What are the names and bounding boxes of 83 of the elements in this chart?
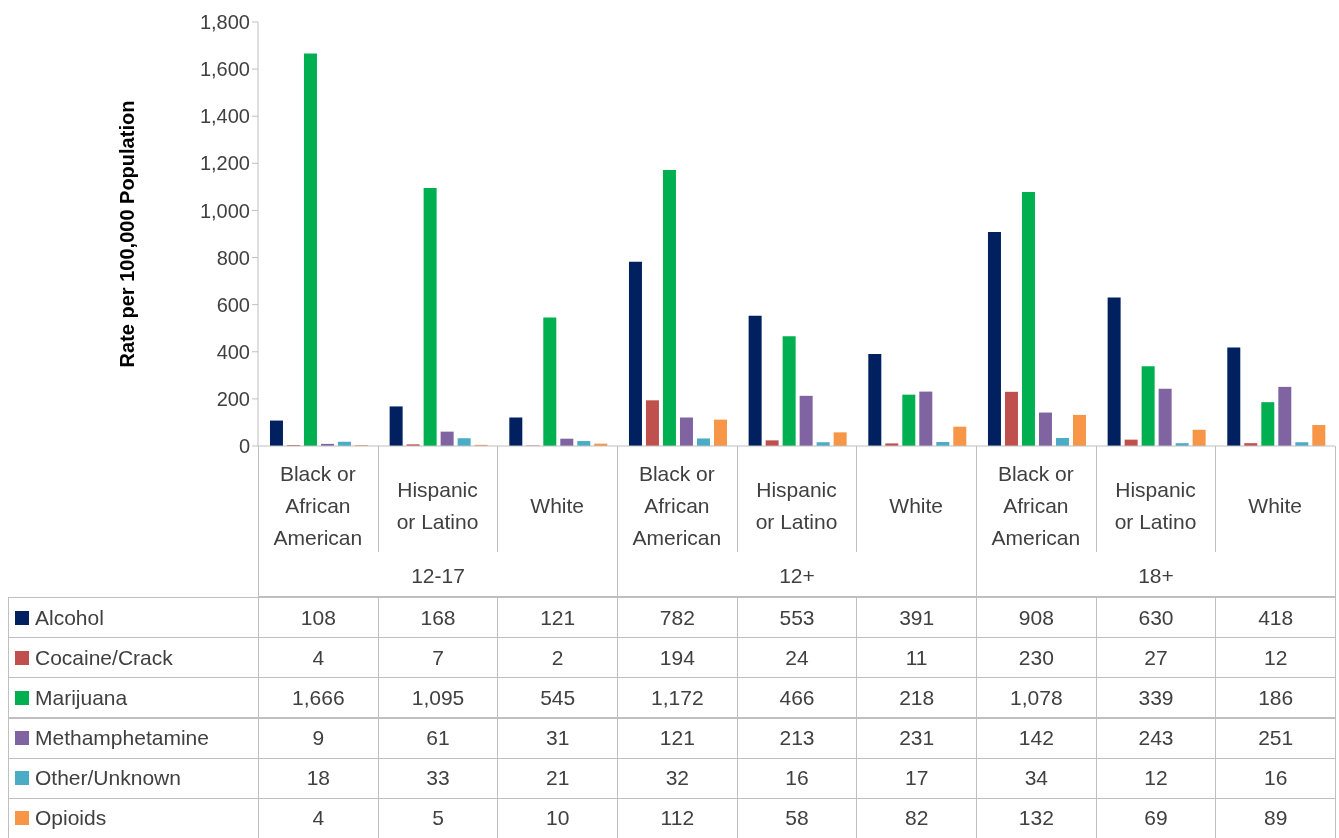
data-label: 16 (736, 757, 858, 799)
data-label: 1,172 (617, 677, 738, 719)
y-axis-title: Rate per 100,000 Population (116, 100, 139, 368)
x-tick-label: Hispanic or Latino (396, 478, 479, 533)
data-label: 12 (1095, 757, 1217, 799)
legend-label: Opioids (35, 806, 107, 831)
data-label: 251 (1215, 717, 1336, 759)
data-label: 112 (617, 797, 738, 838)
data-label: 31 (497, 717, 618, 759)
legend-label: Marijuana (35, 685, 128, 710)
data-label: 230 (976, 637, 1097, 679)
data-label: 4 (258, 637, 379, 679)
data-label: 545 (497, 677, 618, 719)
data-label: 231 (856, 717, 977, 759)
data-label: 391 (856, 597, 977, 639)
x-tick-label: White (889, 494, 944, 517)
data-label: 121 (617, 717, 738, 759)
data-label: 69 (1095, 797, 1217, 838)
data-label: 218 (856, 677, 977, 719)
data-label: 339 (1095, 677, 1217, 719)
data-label: 18 (258, 757, 379, 799)
data-label: 194 (617, 637, 738, 679)
data-label: 1,095 (377, 677, 499, 719)
x-tick-label: Black or African American (991, 462, 1081, 549)
x-tick-label: White (530, 494, 585, 517)
x-tick-label: White (1248, 494, 1303, 517)
y-tick-label: 1,600 (199, 58, 250, 81)
y-tick-label: 1,000 (199, 199, 250, 222)
data-label: 186 (1215, 677, 1336, 719)
y-tick-label: 0 (238, 435, 250, 458)
data-label: 21 (497, 757, 618, 799)
data-label: 553 (736, 597, 858, 639)
data-label: 630 (1095, 597, 1217, 639)
x-tick-label: Black or African American (273, 462, 363, 549)
data-label: 908 (976, 597, 1097, 639)
y-tick-label: 600 (216, 293, 250, 316)
data-label: 16 (1215, 757, 1336, 799)
data-label: 12 (1215, 637, 1336, 679)
data-label: 5 (377, 797, 499, 838)
legend-label: Alcohol (35, 605, 104, 630)
data-label: 1,078 (976, 677, 1097, 719)
legend-label: Other/Unknown (35, 766, 181, 791)
y-tick-label: 1,200 (199, 152, 250, 175)
data-label: 27 (1095, 637, 1217, 679)
legend-label: Cocaine/Crack (35, 645, 173, 670)
y-tick-label: 200 (216, 387, 250, 410)
data-label: 32 (617, 757, 738, 799)
data-label: 121 (497, 597, 618, 639)
data-label: 17 (856, 757, 977, 799)
data-label: 11 (856, 637, 977, 679)
x-tick-label: Hispanic or Latino (755, 478, 838, 533)
legend-label: Methamphetamine (35, 726, 209, 751)
data-label: 82 (856, 797, 977, 838)
data-label: 10 (497, 797, 618, 838)
x-tick-label: Hispanic or Latino (1114, 478, 1197, 533)
data-label: 418 (1215, 597, 1336, 639)
data-label: 9 (258, 717, 379, 759)
data-label: 243 (1095, 717, 1217, 759)
data-label: 108 (258, 597, 379, 639)
text: 12+ (779, 564, 815, 587)
data-label: 213 (736, 717, 858, 759)
data-label: 2 (497, 637, 618, 679)
data-label: 89 (1215, 797, 1336, 838)
data-label: 782 (617, 597, 738, 639)
data-label: 58 (736, 797, 858, 838)
data-label: 24 (736, 637, 858, 679)
y-tick-label: 800 (216, 246, 250, 269)
x-tick-label: Black or African American (632, 462, 722, 549)
data-label: 7 (377, 637, 499, 679)
data-label: 61 (377, 717, 499, 759)
data-label: 1,666 (258, 677, 379, 719)
y-tick-label: 1,800 (199, 11, 250, 34)
y-tick-label: 1,400 (199, 105, 250, 128)
data-label: 142 (976, 717, 1097, 759)
data-label: 168 (377, 597, 499, 639)
data-label: 466 (736, 677, 858, 719)
data-label: 34 (976, 757, 1097, 799)
text: 18+ (1138, 564, 1174, 587)
text: 12-17 (411, 564, 465, 587)
data-label: 4 (258, 797, 379, 838)
data-label: 33 (377, 757, 499, 799)
data-label: 132 (976, 797, 1097, 838)
y-tick-label: 400 (216, 340, 250, 363)
